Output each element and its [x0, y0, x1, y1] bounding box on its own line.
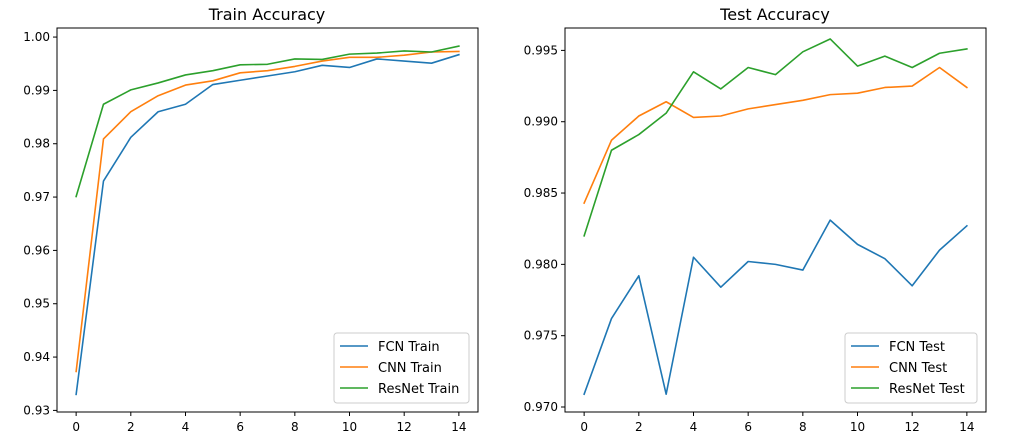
test-legend-box [844, 332, 978, 404]
train-legend-label: CNN Train [378, 361, 442, 376]
train-series-line-cnn-train [75, 50, 460, 373]
test-x-tick-label: 6 [744, 420, 752, 434]
test-legend: FCN Test CNN Test ResNet Test [844, 332, 978, 404]
train-y-tick-label: 0.95 [23, 297, 50, 311]
test-y-tick-label: 0.985 [524, 186, 558, 200]
train-legend-label: FCN Train [378, 340, 440, 355]
test-legend-label: FCN Test [889, 340, 945, 355]
test-legend-label: CNN Test [889, 361, 947, 376]
train-accuracy-title: Train Accuracy [208, 5, 326, 24]
train-y-tick-label: 0.98 [23, 137, 50, 151]
test-x-tick-label: 0 [580, 420, 588, 434]
train-y-tick-label: 0.99 [23, 83, 50, 97]
train-x-tick-label: 2 [127, 420, 135, 434]
test-y-tick-label: 0.995 [524, 43, 558, 57]
train-y-tick-label: 0.94 [23, 350, 50, 364]
train-y-tick-label: 1.00 [23, 30, 50, 44]
test-axes-frame [564, 27, 987, 413]
train-x-tick-label: 14 [451, 420, 466, 434]
test-series-line-resnet-test [583, 38, 968, 237]
test-x-tick-label: 8 [799, 420, 807, 434]
train-y-tick-label: 0.93 [23, 403, 50, 417]
test-y-tick-label: 0.975 [524, 329, 558, 343]
train-y-tick-label: 0.97 [23, 190, 50, 204]
train-x-tick-label: 12 [397, 420, 412, 434]
train-x-tick-label: 4 [182, 420, 190, 434]
test-x-tick-label: 10 [850, 420, 865, 434]
train-legend: FCN Train CNN Train ResNet Train [333, 332, 470, 404]
test-accuracy-title: Test Accuracy [719, 5, 830, 24]
test-y-tick-label: 0.980 [524, 257, 558, 271]
train-plot-area: 0 2 4 6 8 10 12 14 0.93 0.94 0.95 0.96 0.97 0.98 0.99 1… [23, 27, 479, 434]
test-y-tick-label: 0.990 [524, 115, 558, 129]
train-x-tick-label: 0 [72, 420, 80, 434]
train-series-line-resnet-train [75, 45, 460, 198]
test-x-tick-label: 12 [905, 420, 920, 434]
train-series-line-fcn-train [75, 53, 460, 396]
train-x-tick-label: 6 [236, 420, 244, 434]
train-accuracy-panel: Train Accuracy 0 2 4 6 8 10 12 14 0.93 0.94 0.95 0.… [23, 5, 479, 434]
test-legend-label: ResNet Test [889, 382, 965, 397]
test-series-line-fcn-test [583, 219, 968, 396]
train-y-tick-label: 0.96 [23, 243, 50, 257]
train-legend-box [333, 332, 470, 404]
train-legend-label: ResNet Train [378, 382, 459, 397]
test-x-tick-label: 2 [635, 420, 643, 434]
train-axes-frame [56, 27, 479, 413]
test-y-tick-label: 0.970 [524, 400, 558, 414]
test-plot-area: 0 2 4 6 8 10 12 14 0.970 0.975 0.980 0.985 0.990 0.99… [524, 27, 987, 434]
test-series-line-cnn-test [583, 66, 968, 205]
test-accuracy-panel: Test Accuracy 0 2 4 6 8 10 12 14 0.970 0.975 0.980… [524, 5, 987, 434]
train-x-tick-label: 8 [291, 420, 299, 434]
test-x-tick-label: 4 [690, 420, 698, 434]
test-x-tick-label: 14 [959, 420, 974, 434]
train-x-tick-label: 10 [342, 420, 357, 434]
